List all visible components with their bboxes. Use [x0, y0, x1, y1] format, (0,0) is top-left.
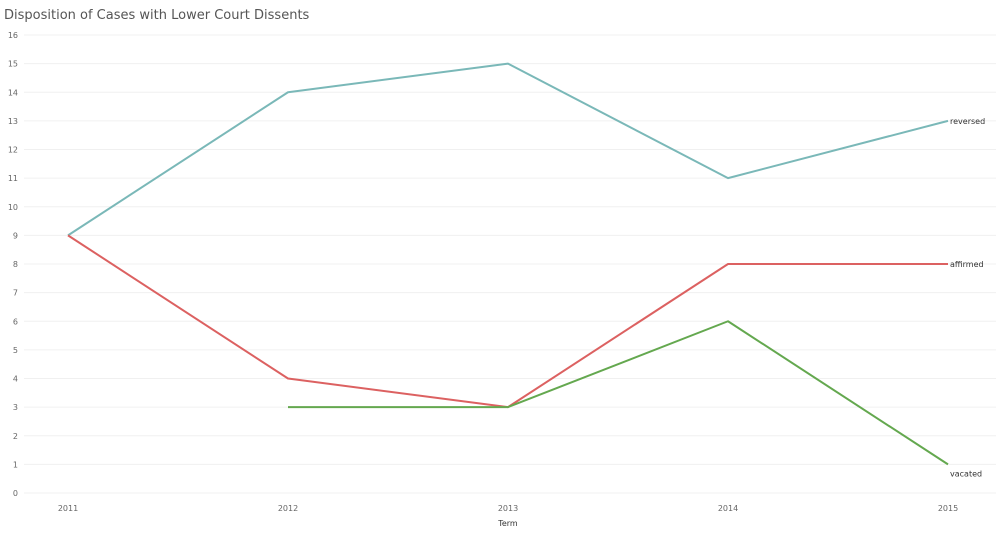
x-tick-label: 2013	[498, 504, 518, 513]
series-label-reversed: reversed	[950, 117, 985, 126]
y-tick-label: 13	[8, 117, 18, 126]
series-labels: reversed affirmed vacated	[950, 117, 985, 479]
y-tick-label: 1	[13, 460, 18, 469]
series-line-vacated	[288, 320, 949, 466]
y-tick-label: 5	[13, 346, 18, 355]
y-tick-label: 12	[8, 146, 18, 155]
y-tick-label: 16	[8, 31, 18, 40]
series-label-vacated: vacated	[950, 469, 982, 478]
series-line-reversed	[67, 62, 949, 237]
x-tick-label: 2011	[58, 504, 78, 513]
y-tick-label: 0	[13, 489, 18, 498]
x-tick-label: 2015	[938, 504, 958, 513]
series-lines	[67, 62, 949, 466]
y-tick-label: 2	[13, 432, 18, 441]
chart-title: Disposition of Cases with Lower Court Di…	[4, 8, 310, 23]
y-tick-label: 10	[8, 203, 18, 212]
x-tick-label: 2014	[718, 504, 738, 513]
y-tick-label: 6	[13, 317, 18, 326]
y-tick-label: 14	[8, 88, 18, 97]
y-tick-label: 3	[13, 403, 18, 412]
y-tick-label: 7	[13, 289, 18, 298]
x-axis-label: Term	[497, 519, 518, 528]
x-axis: 2011 2012 2013 2014 2015	[58, 504, 958, 513]
y-tick-label: 4	[13, 375, 18, 384]
x-tick-label: 2012	[278, 504, 298, 513]
series-label-affirmed: affirmed	[950, 260, 984, 269]
y-tick-label: 9	[13, 231, 18, 240]
y-tick-label: 8	[13, 260, 18, 269]
y-tick-label: 11	[8, 174, 18, 183]
y-tick-label: 15	[8, 60, 18, 69]
